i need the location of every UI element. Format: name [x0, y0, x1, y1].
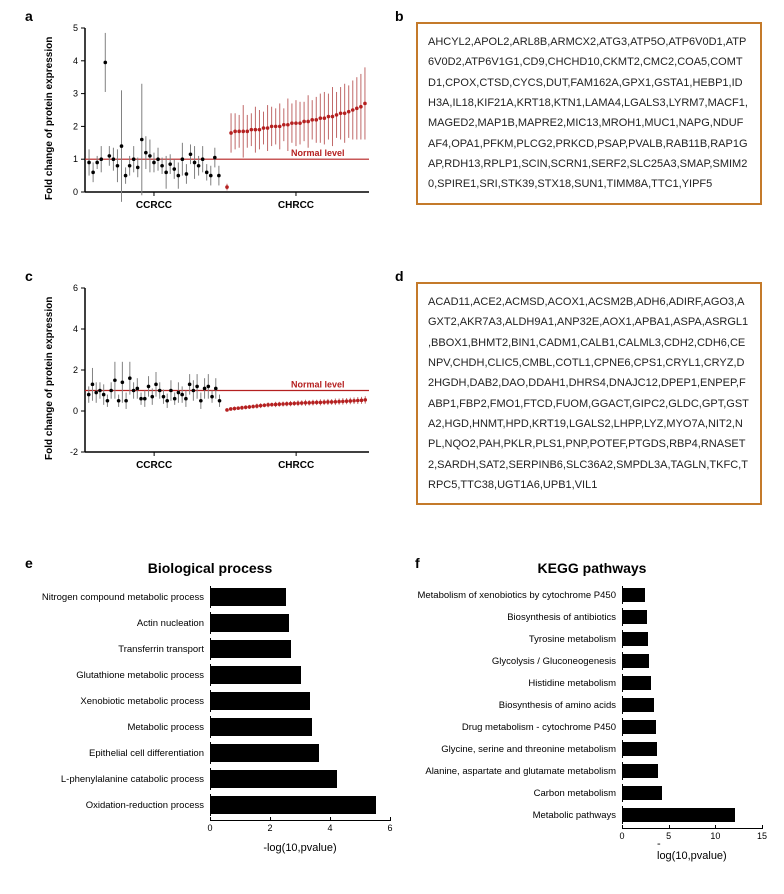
bar-label: Xenobiotic metabolic process	[20, 696, 210, 707]
bar-label: Tyrosine metabolism	[410, 634, 622, 645]
bar-row: Transferrin transport	[20, 638, 400, 660]
bar-label: Drug metabolism - cytochrome P450	[410, 722, 622, 733]
gene-list-d: ACAD11,ACE2,ACMSD,ACOX1,ACSM2B,ADH6,ADIR…	[416, 282, 762, 505]
svg-text:2: 2	[73, 121, 78, 131]
bar-fill	[623, 588, 645, 602]
bar-fill	[211, 588, 286, 606]
bar-label: Biosynthesis of antibiotics	[410, 612, 622, 623]
svg-text:-2: -2	[70, 447, 78, 457]
bar-label: Carbon metabolism	[410, 788, 622, 799]
bar-label: Histidine metabolism	[410, 678, 622, 689]
bar-label: L-phenylalanine catabolic process	[20, 774, 210, 785]
bar-row: Drug metabolism - cytochrome P450	[410, 718, 774, 736]
svg-text:Normal level: Normal level	[291, 148, 345, 158]
ylabel-a: Fold change of protein expression	[44, 37, 55, 200]
bar-fill	[623, 632, 648, 646]
bar-row: L-phenylalanine catabolic process	[20, 768, 400, 790]
bar-label: Metabolic process	[20, 722, 210, 733]
bar-fill	[211, 640, 291, 658]
bar-row: Glutathione metabolic process	[20, 664, 400, 686]
ylabel-c: Fold change of protein expression	[44, 297, 55, 460]
bar-fill	[623, 764, 658, 778]
svg-text:1: 1	[73, 154, 78, 164]
bar-row: Xenobiotic metabolic process	[20, 690, 400, 712]
bar-row: Histidine metabolism	[410, 674, 774, 692]
svg-text:6: 6	[73, 283, 78, 293]
bar-row: Metabolic process	[20, 716, 400, 738]
bar-row: Nitrogen compound metabolic process	[20, 586, 400, 608]
label-c: c	[25, 268, 33, 284]
bar-title-f: KEGG pathways	[410, 560, 774, 576]
bar-fill	[211, 718, 312, 736]
x-axis-label: -log(10,pvalue)	[263, 842, 336, 854]
svg-text:3: 3	[73, 89, 78, 99]
bar-chart-e: Biological process Nitrogen compound met…	[20, 560, 400, 840]
bar-fill	[211, 692, 310, 710]
bar-label: Actin nucleation	[20, 618, 210, 629]
bar-fill	[623, 654, 649, 668]
bar-fill	[623, 610, 647, 624]
bar-fill	[211, 666, 301, 684]
svg-text:CHRCC: CHRCC	[278, 200, 314, 211]
bar-label: Alanine, aspartate and glutamate metabol…	[410, 766, 622, 777]
bar-label: Metabolic pathways	[410, 810, 622, 821]
bar-fill	[211, 614, 289, 632]
svg-text:0: 0	[73, 187, 78, 197]
bar-label: Oxidation-reduction process	[20, 800, 210, 811]
scatter-chart-c: -2 0 2 4 6 CCRCC CHRCC Normal level	[55, 280, 375, 480]
bar-row: Metabolic pathways	[410, 806, 774, 824]
bar-fill	[623, 720, 656, 734]
bar-fill	[623, 676, 651, 690]
bar-fill	[211, 744, 319, 762]
bar-fill	[211, 770, 337, 788]
svg-text:Normal level: Normal level	[291, 380, 345, 390]
bar-fill	[623, 786, 662, 800]
bar-label: Glutathione metabolic process	[20, 670, 210, 681]
bar-row: Actin nucleation	[20, 612, 400, 634]
label-b: b	[395, 8, 404, 24]
label-a: a	[25, 8, 33, 24]
svg-text:5: 5	[73, 23, 78, 33]
svg-text:4: 4	[73, 56, 78, 66]
bar-label: Transferrin transport	[20, 644, 210, 655]
gene-list-b: AHCYL2,APOL2,ARL8B,ARMCX2,ATG3,ATP5O,ATP…	[416, 22, 762, 205]
svg-text:CHRCC: CHRCC	[278, 460, 314, 471]
bar-label: Glycine, serine and threonine metabolism	[410, 744, 622, 755]
bar-row: Glycolysis / Gluconeogenesis	[410, 652, 774, 670]
bar-row: Glycine, serine and threonine metabolism	[410, 740, 774, 758]
bar-row: Oxidation-reduction process	[20, 794, 400, 816]
svg-text:CCRCC: CCRCC	[136, 460, 172, 471]
x-axis-label: -log(10,pvalue)	[657, 838, 727, 862]
bar-label: Glycolysis / Gluconeogenesis	[410, 656, 622, 667]
bar-label: Biosynthesis of amino acids	[410, 700, 622, 711]
bar-fill	[211, 796, 376, 814]
bar-row: Tyrosine metabolism	[410, 630, 774, 648]
bar-row: Biosynthesis of amino acids	[410, 696, 774, 714]
bar-label: Nitrogen compound metabolic process	[20, 592, 210, 603]
bar-title-e: Biological process	[20, 560, 400, 576]
bar-fill	[623, 742, 657, 756]
bar-chart-f: KEGG pathways Metabolism of xenobiotics …	[410, 560, 774, 848]
bar-row: Alanine, aspartate and glutamate metabol…	[410, 762, 774, 780]
bar-row: Epithelial cell differentiation	[20, 742, 400, 764]
scatter-chart-a: 0 1 2 3 4 5 CCRCC CHRCC Normal level	[55, 20, 375, 220]
bar-row: Metabolism of xenobiotics by cytochrome …	[410, 586, 774, 604]
label-d: d	[395, 268, 404, 284]
svg-text:2: 2	[73, 365, 78, 375]
svg-text:0: 0	[73, 406, 78, 416]
bar-fill	[623, 808, 735, 822]
bar-label: Metabolism of xenobiotics by cytochrome …	[410, 590, 622, 601]
bar-row: Biosynthesis of antibiotics	[410, 608, 774, 626]
bar-fill	[623, 698, 654, 712]
bar-row: Carbon metabolism	[410, 784, 774, 802]
svg-text:4: 4	[73, 324, 78, 334]
svg-text:CCRCC: CCRCC	[136, 200, 172, 211]
bar-label: Epithelial cell differentiation	[20, 748, 210, 759]
